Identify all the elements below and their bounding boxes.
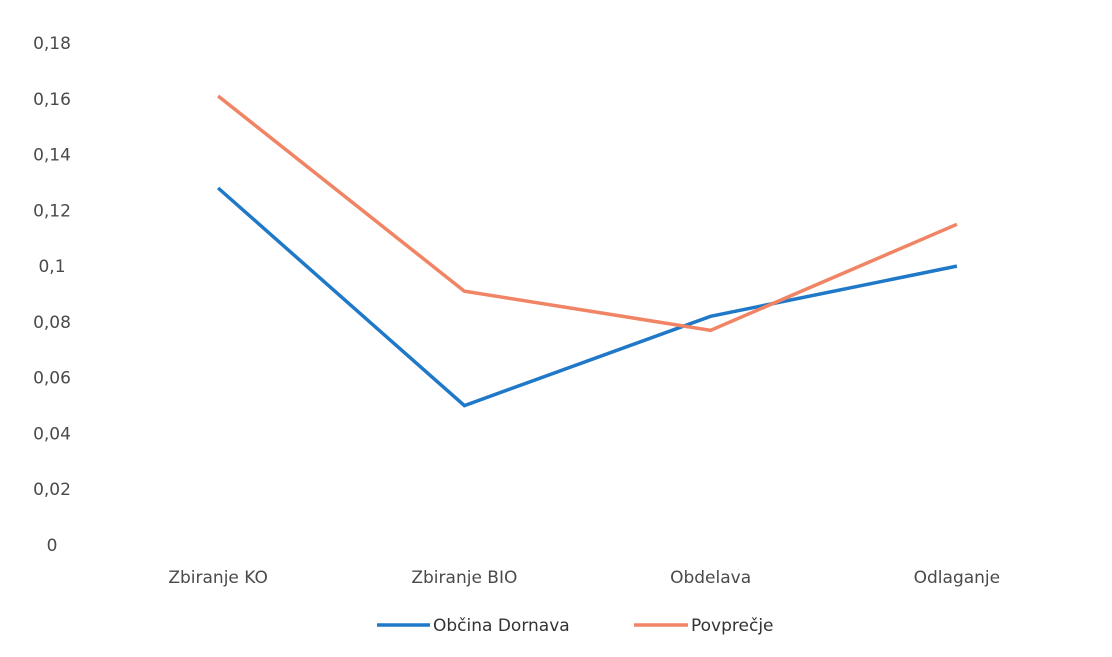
y-tick-label: 0,1 <box>38 257 65 277</box>
y-tick-label: 0,08 <box>33 313 71 333</box>
y-tick-label: 0,18 <box>33 34 71 54</box>
legend-label: Povprečje <box>691 616 774 636</box>
x-tick-label: Zbiranje BIO <box>411 568 517 588</box>
series-line-1 <box>216 186 958 408</box>
y-tick-label: 0,02 <box>33 480 71 500</box>
series-line-2 <box>217 94 958 333</box>
y-tick-label: 0,04 <box>33 424 71 444</box>
y-tick-label: 0 <box>47 536 58 556</box>
legend-label: Občina Dornava <box>433 616 570 636</box>
x-tick-label: Obdelava <box>670 568 751 588</box>
y-tick-label: 0,06 <box>33 369 71 389</box>
y-axis: 0 0,02 0,04 0,06 0,08 0,1 0,12 0,14 0,16 0,18 <box>33 34 71 556</box>
x-axis: Zbiranje KO Zbiranje BIO Obdelava Odlaganje <box>168 568 1000 588</box>
y-tick-label: 0,14 <box>33 146 71 166</box>
y-tick-label: 0,12 <box>33 201 71 221</box>
legend: Občina Dornava Povprečje <box>377 616 774 636</box>
x-tick-label: Odlaganje <box>914 568 1000 588</box>
x-tick-label: Zbiranje KO <box>168 568 268 588</box>
y-tick-label: 0,16 <box>33 90 71 110</box>
plot-area <box>216 94 958 408</box>
